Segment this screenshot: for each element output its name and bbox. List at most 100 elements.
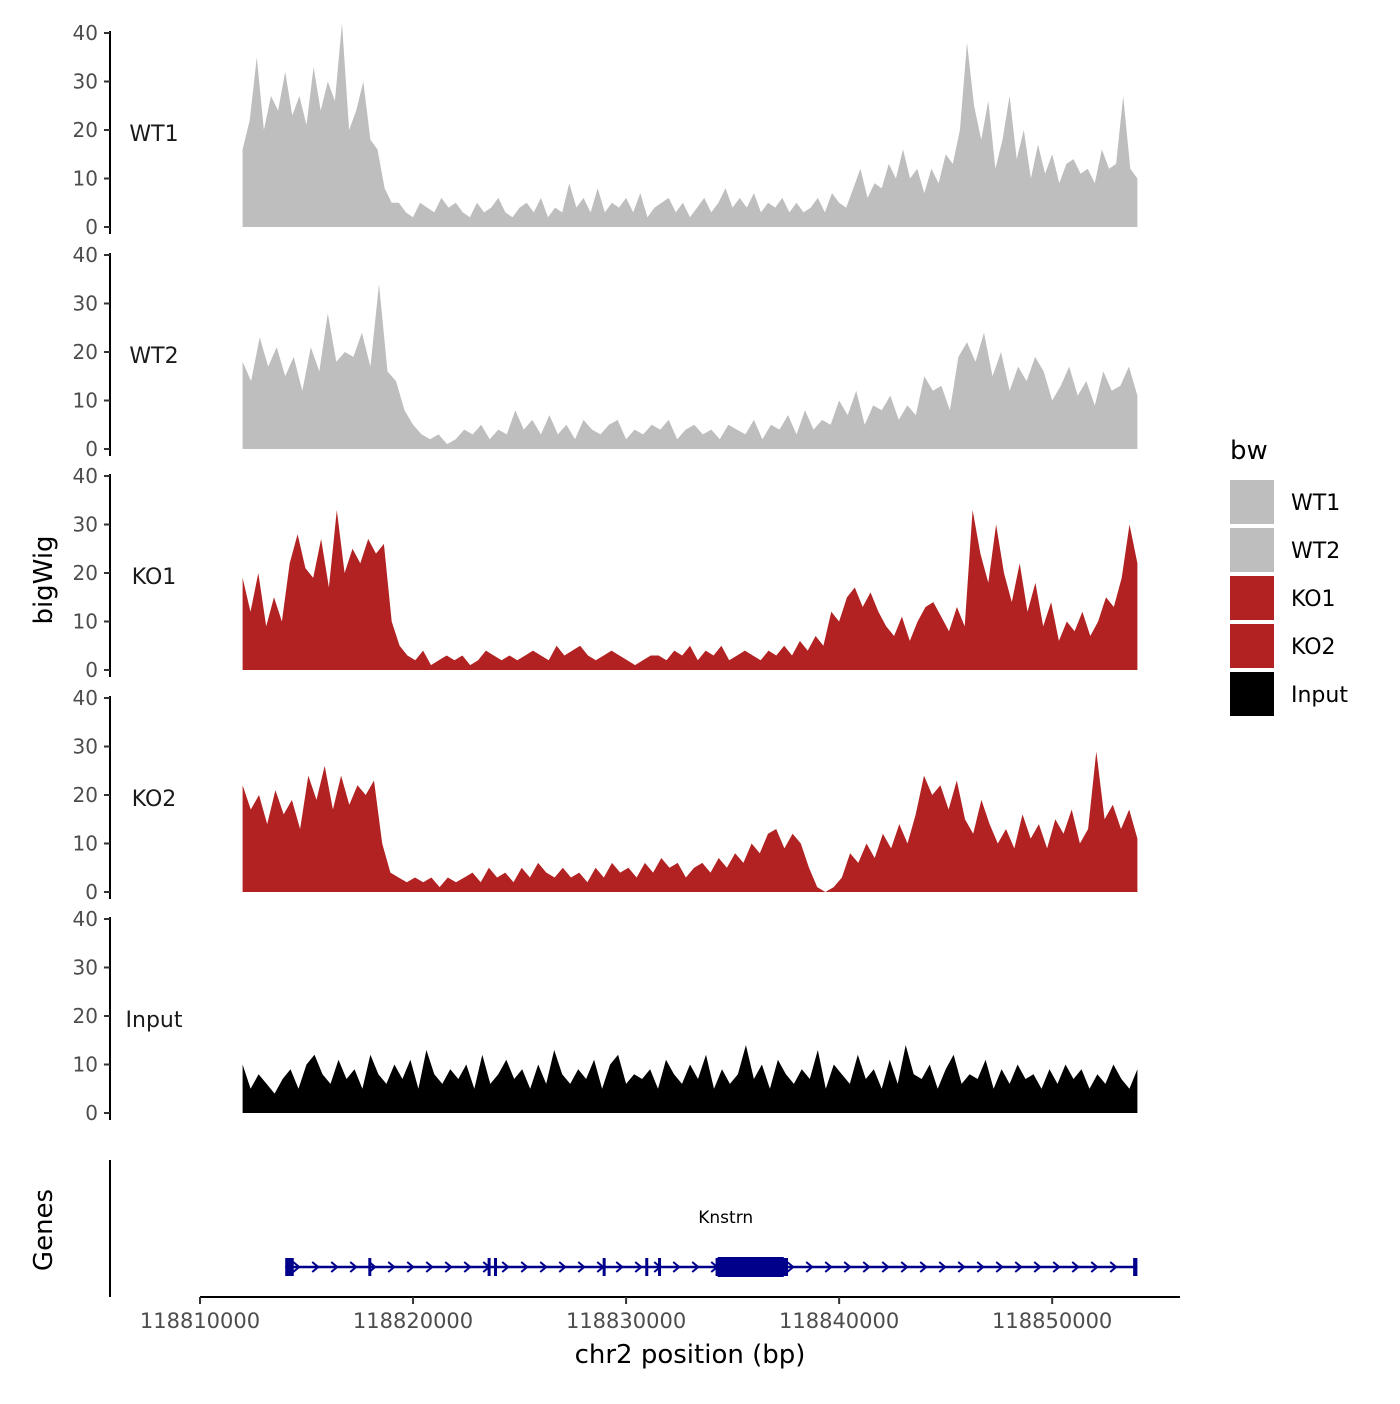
y-tick-label: 30 <box>73 292 98 316</box>
legend-item-wt2: WT2 <box>1230 528 1340 572</box>
track-label-ko1: KO1 <box>132 565 177 590</box>
strand-arrow <box>976 1261 985 1273</box>
exon <box>494 1258 497 1276</box>
legend: bw WT1 WT2 KO1 KO2 Input <box>1230 436 1348 716</box>
y-tick-label: 40 <box>73 686 98 710</box>
strand-arrow <box>311 1261 320 1273</box>
y-tick-label: 30 <box>73 735 98 759</box>
area-wt1 <box>242 23 1138 227</box>
track-label-wt2: WT2 <box>129 344 178 369</box>
legend-swatch <box>1230 576 1274 620</box>
y-tick-label: 30 <box>73 70 98 94</box>
strand-arrow <box>957 1261 966 1273</box>
strand-arrow <box>1014 1261 1023 1273</box>
y-tick-label: 0 <box>85 880 98 904</box>
track-label-ko2: KO2 <box>132 787 177 812</box>
track-label-input: Input <box>126 1008 183 1033</box>
legend-swatch <box>1230 528 1274 572</box>
strand-arrow <box>520 1261 529 1273</box>
x-tick-label: 118810000 <box>140 1309 260 1333</box>
y-tick-label: 40 <box>73 464 98 488</box>
panel-ko1: 0 10 20 30 40 KO1 <box>73 464 1138 682</box>
strand-arrow <box>463 1261 472 1273</box>
strand-arrow <box>558 1261 567 1273</box>
legend-entries: WT1 WT2 KO1 KO2 Input <box>1230 480 1348 716</box>
legend-swatch <box>1230 480 1274 524</box>
strand-arrow <box>919 1261 928 1273</box>
strand-arrow <box>1052 1261 1061 1273</box>
strand-arrow <box>786 1261 795 1273</box>
legend-label: KO1 <box>1291 587 1336 612</box>
strand-arrow <box>406 1261 415 1273</box>
y-tick-label: 10 <box>73 610 98 634</box>
exon <box>487 1258 491 1276</box>
y-tick-label: 0 <box>85 658 98 682</box>
strand-arrow <box>615 1261 624 1273</box>
gene-track: Knstrn <box>109 1160 1138 1297</box>
track-label-wt1: WT1 <box>129 122 178 147</box>
y-tick-label: 10 <box>73 1053 98 1077</box>
y-tick-label: 20 <box>73 783 98 807</box>
legend-title: bw <box>1230 436 1268 466</box>
strand-arrow <box>672 1261 681 1273</box>
y-tick-label: 10 <box>73 389 98 413</box>
y-axis-label: bigWig <box>29 535 59 624</box>
strand-arrow <box>938 1261 947 1273</box>
legend-label: Input <box>1291 683 1348 708</box>
strand-arrow <box>881 1261 890 1273</box>
strand-arrow <box>349 1261 358 1273</box>
strand-arrow <box>634 1261 643 1273</box>
legend-swatch <box>1230 624 1274 668</box>
strand-arrow <box>900 1261 909 1273</box>
legend-swatch <box>1230 672 1274 716</box>
strand-arrow <box>862 1261 871 1273</box>
x-tick-label: 118820000 <box>353 1309 473 1333</box>
strand-arrow <box>843 1261 852 1273</box>
legend-label: KO2 <box>1291 635 1336 660</box>
legend-item-input: Input <box>1230 672 1348 716</box>
area-ko1 <box>242 510 1138 670</box>
y-tick-label: 0 <box>85 215 98 239</box>
y-tick-label: 20 <box>73 561 98 585</box>
y-tick-label: 20 <box>73 118 98 142</box>
x-axis-label: chr2 position (bp) <box>575 1340 806 1370</box>
y-tick-label: 0 <box>85 437 98 461</box>
area-ko2 <box>242 751 1138 892</box>
strand-arrow <box>805 1261 814 1273</box>
gene-name-label: Knstrn <box>698 1208 753 1228</box>
strand-arrow <box>387 1261 396 1273</box>
x-tick-label: 118830000 <box>566 1309 686 1333</box>
exon <box>602 1258 606 1276</box>
y-tick-label: 40 <box>73 21 98 45</box>
y-tick-label: 10 <box>73 167 98 191</box>
strand-arrow <box>425 1261 434 1273</box>
strand-arrow <box>1033 1261 1042 1273</box>
panel-wt1: 0 10 20 30 40 WT1 <box>73 21 1138 239</box>
exon <box>368 1258 372 1276</box>
y-tick-label: 0 <box>85 1101 98 1125</box>
exon <box>658 1258 662 1276</box>
y-tick-label: 30 <box>73 513 98 537</box>
panel-ko2: 0 10 20 30 40 KO2 <box>73 686 1138 904</box>
genes-axis-label: Genes <box>29 1189 59 1271</box>
strand-arrow <box>1090 1261 1099 1273</box>
y-tick-label: 10 <box>73 832 98 856</box>
strand-arrow <box>1109 1261 1118 1273</box>
y-tick-label: 20 <box>73 340 98 364</box>
area-input <box>242 1045 1138 1113</box>
area-wt2 <box>242 284 1138 449</box>
y-tick-label: 20 <box>73 1004 98 1028</box>
legend-item-ko2: KO2 <box>1230 624 1336 668</box>
strand-arrow <box>539 1261 548 1273</box>
exon <box>285 1258 294 1276</box>
panel-input: 0 10 20 30 40 Input <box>73 907 1138 1125</box>
strand-arrow <box>995 1261 1004 1273</box>
x-tick-label: 118850000 <box>992 1309 1112 1333</box>
exon <box>1133 1258 1138 1276</box>
y-tick-label: 40 <box>73 907 98 931</box>
x-tick-label: 118840000 <box>779 1309 899 1333</box>
cds-block <box>717 1257 784 1277</box>
legend-item-ko1: KO1 <box>1230 576 1336 620</box>
y-tick-label: 40 <box>73 243 98 267</box>
track-panels: 0 10 20 30 40 WT1 0 10 20 30 40 WT2 0 10 20 30 40 KO1 0 10 2… <box>73 21 1138 1125</box>
